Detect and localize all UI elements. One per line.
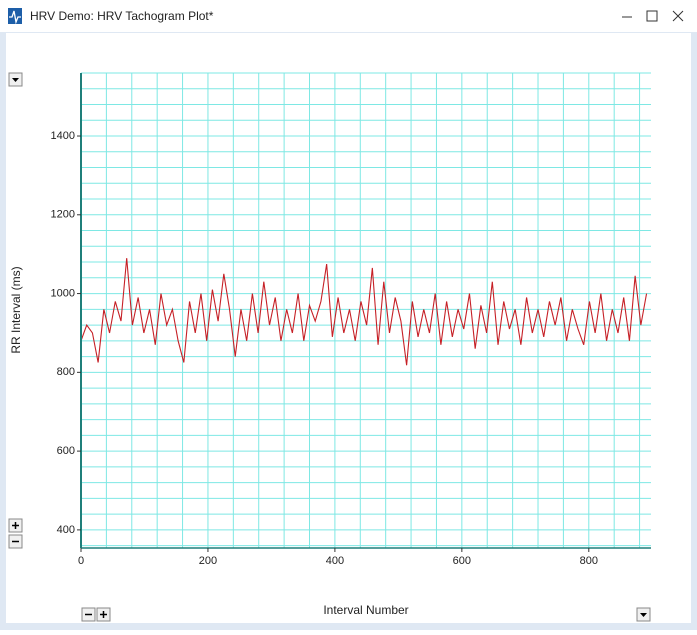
x-zoom-in[interactable] [96, 607, 111, 622]
close-button[interactable] [672, 10, 684, 22]
title-bar [0, 0, 697, 32]
y-zoom-in[interactable] [8, 518, 23, 533]
x-tick-label: 400 [326, 555, 344, 567]
x-tick-label: 800 [580, 555, 598, 567]
window-title: HRV Demo: HRV Tachogram Plot* [30, 9, 214, 23]
y-tick-label: 400 [57, 524, 75, 536]
plot-layer [80, 258, 648, 366]
y-tick-label: 1200 [51, 209, 75, 221]
x-tick-label: 0 [78, 555, 84, 567]
data-line [80, 258, 648, 366]
y-zoom-out[interactable] [8, 534, 23, 549]
y-tick-label: 800 [57, 366, 75, 378]
y-tick-label: 1000 [51, 287, 75, 299]
maximize-button[interactable] [646, 10, 658, 22]
x-tick-label: 200 [199, 555, 217, 567]
x-zoom-out[interactable] [81, 607, 96, 622]
y-tick-label: 1400 [51, 130, 75, 142]
x-tick-label: 600 [453, 555, 471, 567]
y-axis-label: RR Interval (ms) [9, 266, 23, 353]
app-icon-glyph [9, 10, 21, 25]
plot-area [81, 73, 651, 548]
y-menu-button[interactable] [8, 72, 23, 87]
x-menu-button[interactable] [636, 607, 651, 622]
grid [80, 72, 651, 548]
x-axis-label: Interval Number [323, 603, 408, 617]
y-tick-label: 600 [57, 445, 75, 457]
